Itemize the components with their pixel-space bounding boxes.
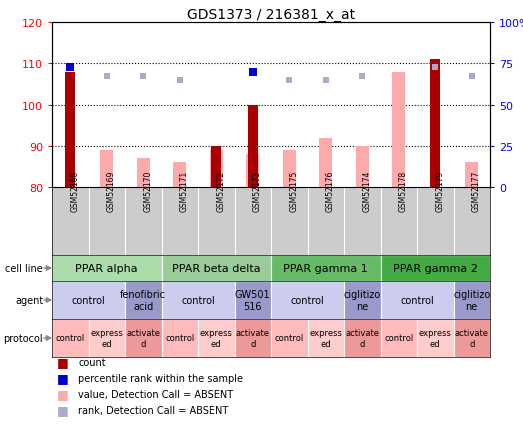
Text: express
ed: express ed bbox=[200, 329, 233, 348]
Bar bbox=[381, 281, 453, 319]
Text: ciglitizo
ne: ciglitizo ne bbox=[453, 289, 491, 311]
Bar bbox=[381, 319, 417, 357]
Bar bbox=[137, 159, 150, 187]
Text: GSM52172: GSM52172 bbox=[216, 171, 225, 211]
Text: GSM52171: GSM52171 bbox=[180, 171, 189, 211]
Bar bbox=[246, 155, 259, 187]
Bar bbox=[52, 281, 125, 319]
Text: protocol: protocol bbox=[4, 333, 43, 343]
Text: control: control bbox=[181, 295, 215, 305]
Bar bbox=[198, 319, 234, 357]
Text: rank, Detection Call = ABSENT: rank, Detection Call = ABSENT bbox=[78, 405, 229, 415]
Text: activate
d: activate d bbox=[126, 329, 160, 348]
Bar bbox=[210, 151, 223, 187]
Text: control: control bbox=[72, 295, 105, 305]
Text: PPAR gamma 1: PPAR gamma 1 bbox=[283, 263, 368, 273]
Bar bbox=[356, 146, 369, 187]
Text: GSM52169: GSM52169 bbox=[107, 170, 116, 212]
Bar bbox=[271, 256, 381, 281]
Bar bbox=[52, 319, 88, 357]
Bar bbox=[234, 281, 271, 319]
Bar bbox=[162, 319, 198, 357]
Bar bbox=[381, 256, 490, 281]
Text: PPAR gamma 2: PPAR gamma 2 bbox=[393, 263, 477, 273]
Text: express
ed: express ed bbox=[419, 329, 452, 348]
Bar bbox=[392, 72, 405, 187]
Text: ■: ■ bbox=[57, 388, 69, 401]
Text: count: count bbox=[78, 357, 106, 367]
Text: cell line: cell line bbox=[5, 263, 43, 273]
Text: activate
d: activate d bbox=[236, 329, 270, 348]
Text: ciglitizo
ne: ciglitizo ne bbox=[344, 289, 381, 311]
Bar bbox=[173, 163, 186, 187]
Text: GW501
516: GW501 516 bbox=[235, 289, 270, 311]
Bar bbox=[100, 151, 113, 187]
Text: GSM52177: GSM52177 bbox=[472, 170, 481, 212]
Text: control: control bbox=[165, 334, 195, 343]
Bar bbox=[320, 138, 332, 187]
Text: GSM52179: GSM52179 bbox=[435, 170, 444, 212]
Text: GSM52175: GSM52175 bbox=[289, 170, 298, 212]
Text: value, Detection Call = ABSENT: value, Detection Call = ABSENT bbox=[78, 389, 233, 399]
Text: ■: ■ bbox=[57, 404, 69, 417]
Text: GSM52178: GSM52178 bbox=[399, 171, 408, 211]
Bar bbox=[344, 281, 381, 319]
Bar bbox=[52, 256, 162, 281]
Bar bbox=[234, 319, 271, 357]
Bar bbox=[211, 146, 221, 187]
Text: activate
d: activate d bbox=[345, 329, 379, 348]
Text: GSM52176: GSM52176 bbox=[326, 170, 335, 212]
Bar bbox=[308, 319, 344, 357]
Text: control: control bbox=[275, 334, 304, 343]
Text: PPAR alpha: PPAR alpha bbox=[75, 263, 138, 273]
Bar bbox=[453, 319, 490, 357]
Bar bbox=[465, 163, 478, 187]
Text: PPAR beta delta: PPAR beta delta bbox=[172, 263, 260, 273]
Bar bbox=[125, 281, 162, 319]
Bar bbox=[344, 319, 381, 357]
Text: express
ed: express ed bbox=[309, 329, 342, 348]
Text: percentile rank within the sample: percentile rank within the sample bbox=[78, 373, 243, 383]
Bar bbox=[125, 319, 162, 357]
Text: GSM52170: GSM52170 bbox=[143, 170, 152, 212]
Text: express
ed: express ed bbox=[90, 329, 123, 348]
Bar bbox=[430, 60, 440, 187]
Bar bbox=[417, 319, 453, 357]
Title: GDS1373 / 216381_x_at: GDS1373 / 216381_x_at bbox=[187, 8, 355, 22]
Text: control: control bbox=[384, 334, 413, 343]
Text: fenofibric
acid: fenofibric acid bbox=[120, 289, 166, 311]
Bar bbox=[162, 256, 271, 281]
Text: agent: agent bbox=[15, 295, 43, 305]
Bar bbox=[271, 319, 308, 357]
Text: control: control bbox=[55, 334, 85, 343]
Bar bbox=[162, 281, 234, 319]
Bar bbox=[283, 151, 295, 187]
Text: ■: ■ bbox=[57, 372, 69, 385]
Text: GSM52173: GSM52173 bbox=[253, 170, 262, 212]
Text: control: control bbox=[291, 295, 324, 305]
Text: GSM52174: GSM52174 bbox=[362, 170, 371, 212]
Text: control: control bbox=[400, 295, 434, 305]
Bar bbox=[271, 281, 344, 319]
Text: activate
d: activate d bbox=[455, 329, 489, 348]
Bar bbox=[88, 319, 125, 357]
Bar bbox=[247, 105, 258, 187]
Text: GSM52168: GSM52168 bbox=[70, 171, 79, 211]
Bar bbox=[453, 281, 490, 319]
Bar bbox=[65, 72, 75, 187]
Text: ■: ■ bbox=[57, 356, 69, 368]
